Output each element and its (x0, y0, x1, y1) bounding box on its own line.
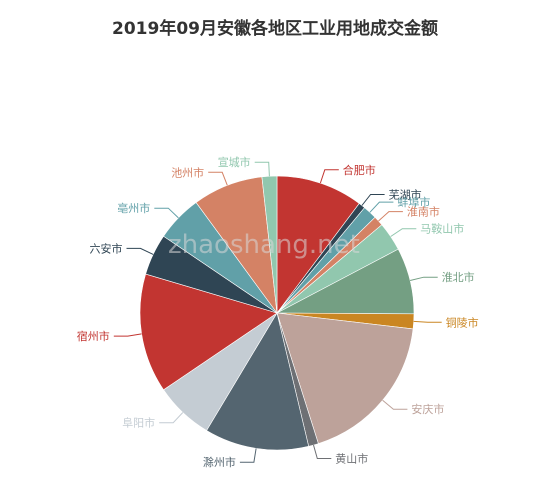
leader-line-池州市 (208, 171, 228, 186)
label-淮北市: 淮北市 (442, 270, 475, 284)
label-六安市: 六安市 (90, 241, 123, 255)
label-芜湖市: 芜湖市 (389, 188, 422, 202)
label-池州市: 池州市 (171, 165, 204, 179)
leader-line-淮北市 (409, 276, 438, 281)
leader-line-六安市 (126, 247, 154, 255)
label-淮南市: 淮南市 (407, 205, 440, 219)
chart-title: 2019年09月安徽各地区工业用地成交金额 (112, 19, 438, 39)
label-leader-lines (113, 161, 442, 463)
label-亳州市: 亳州市 (117, 201, 150, 215)
label-合肥市: 合肥市 (343, 163, 376, 177)
label-马鞍山市: 马鞍山市 (420, 222, 464, 236)
leader-line-黄山市 (313, 444, 332, 459)
leader-line-淮南市 (378, 211, 403, 222)
watermark-text: zhaoshang.net (168, 230, 360, 260)
leader-line-阜阳市 (159, 412, 184, 424)
leader-line-亳州市 (154, 207, 179, 219)
slice-合肥市[interactable] (276, 175, 360, 314)
leader-line-合肥市 (319, 169, 339, 184)
label-蚌埠市: 蚌埠市 (397, 195, 430, 209)
leader-line-宣城市 (254, 161, 270, 177)
leader-line-蚌埠市 (369, 201, 394, 213)
slice-滁州市[interactable] (206, 312, 310, 451)
pie-slices (139, 175, 415, 451)
leader-line-铜陵市 (413, 320, 442, 323)
leader-line-宿州市 (113, 333, 142, 337)
slice-宣城市[interactable] (261, 175, 278, 314)
leader-line-安庆市 (382, 399, 408, 410)
slice-安庆市[interactable] (276, 312, 414, 444)
label-铜陵市: 铜陵市 (446, 315, 479, 329)
leader-line-芜湖市 (361, 194, 385, 206)
label-宣城市: 宣城市 (218, 155, 251, 169)
leader-line-马鞍山市 (390, 228, 417, 237)
label-阜阳市: 阜阳市 (122, 416, 155, 430)
label-安庆市: 安庆市 (411, 402, 444, 416)
label-宿州市: 宿州市 (77, 329, 110, 343)
label-滁州市: 滁州市 (203, 455, 236, 469)
label-黄山市: 黄山市 (335, 452, 368, 466)
leader-line-滁州市 (239, 448, 257, 463)
